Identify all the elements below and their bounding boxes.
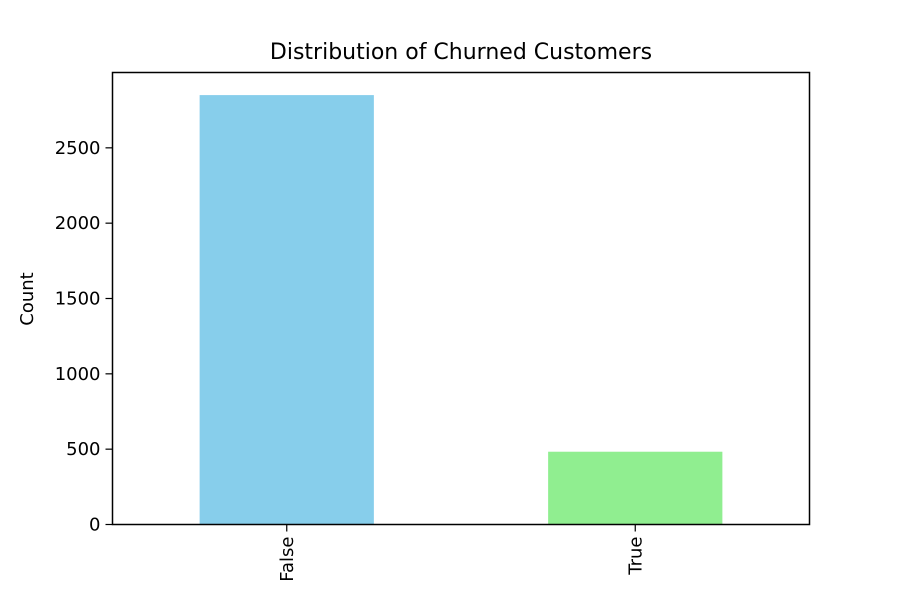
plot-frame xyxy=(111,71,811,526)
y-tick-label: 1000 xyxy=(55,364,101,385)
bar-true xyxy=(548,451,723,525)
y-tick-label: 2000 xyxy=(55,213,101,234)
y-axis: 0 500 1000 1500 2000 2500 xyxy=(55,138,113,536)
y-tick-label: 1500 xyxy=(55,289,101,310)
bars-layer xyxy=(199,95,723,525)
chart-title: Distribution of Churned Customers xyxy=(270,40,652,65)
x-tick-label: False xyxy=(277,537,298,582)
bar-false xyxy=(199,95,374,525)
x-axis: False True xyxy=(277,524,646,582)
y-tick-label: 0 xyxy=(89,515,100,536)
y-tick-label: 2500 xyxy=(55,138,101,159)
y-axis-label: Count xyxy=(17,272,38,325)
y-tick-label: 500 xyxy=(66,439,100,460)
x-tick-label: True xyxy=(625,537,646,576)
